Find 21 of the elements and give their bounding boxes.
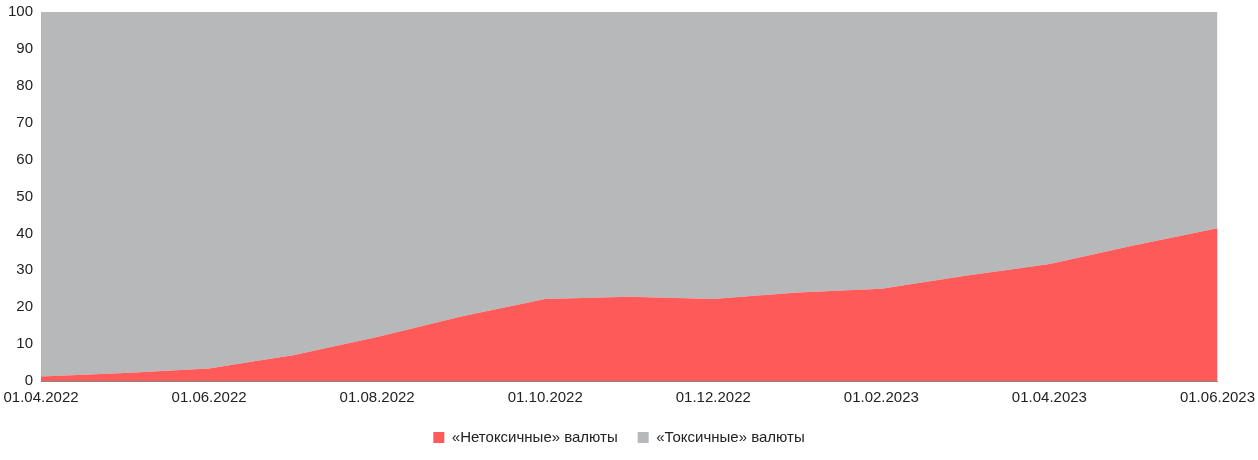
y-tick-label: 20 (16, 297, 34, 315)
x-tick-label: 01.06.2022 (171, 388, 247, 406)
legend-label: «Нетоксичные» валюты (451, 427, 618, 445)
y-tick-label: 50 (16, 186, 34, 204)
x-tick-label: 01.02.2023 (843, 388, 919, 406)
x-tick-label: 01.08.2022 (339, 388, 415, 406)
x-tick-label: 01.10.2022 (507, 388, 583, 406)
y-tick-label: 40 (16, 223, 34, 241)
y-tick-label: 90 (16, 39, 34, 57)
legend-label: «Токсичные» валюты (656, 427, 805, 445)
y-tick-label: 10 (16, 334, 34, 352)
x-tick-label: 01.06.2023 (1179, 388, 1255, 406)
y-tick-label: 80 (16, 75, 34, 93)
x-tick-label: 01.12.2022 (675, 388, 751, 406)
x-tick-label: 01.04.2023 (1011, 388, 1087, 406)
x-tick-label: 01.04.2022 (3, 388, 79, 406)
y-tick-label: 0 (24, 371, 34, 389)
y-tick-label: 70 (16, 112, 34, 130)
y-tick-label: 60 (16, 149, 34, 167)
y-tick-label: 30 (16, 260, 34, 278)
y-tick-label: 100 (8, 2, 34, 20)
